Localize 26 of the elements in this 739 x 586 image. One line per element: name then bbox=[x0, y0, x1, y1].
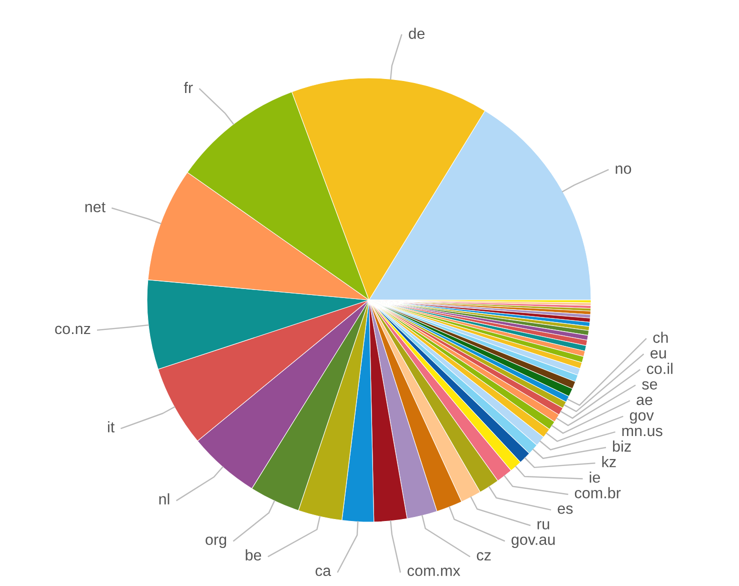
slice-label: org bbox=[206, 536, 226, 548]
slice-label: eu bbox=[650, 350, 666, 358]
slice-label: mn.us bbox=[622, 428, 662, 436]
slice-label: no bbox=[616, 166, 632, 174]
slice-label: ru bbox=[538, 521, 550, 530]
slice-label: it bbox=[108, 421, 115, 432]
slice-label: biz bbox=[613, 440, 631, 452]
slice-label: ie bbox=[590, 472, 600, 483]
slice-label: es bbox=[558, 506, 573, 514]
slice-label: kz bbox=[602, 456, 616, 468]
slice-label: ca bbox=[316, 568, 332, 576]
slice-label: se bbox=[642, 381, 658, 390]
slice-label: be bbox=[246, 549, 262, 561]
slice-label: gov bbox=[630, 412, 654, 424]
slice-label: de bbox=[408, 28, 425, 39]
slice-label: ch bbox=[653, 332, 668, 343]
slice-label: ae bbox=[636, 396, 652, 406]
slice-label: cz bbox=[476, 552, 491, 561]
slice-label: net bbox=[85, 202, 106, 212]
slice-label: nl bbox=[159, 493, 170, 504]
slice-label: co.il bbox=[646, 362, 672, 374]
slice-label: fr bbox=[184, 82, 193, 93]
slice-label: co.nz bbox=[55, 326, 90, 334]
slice-label: com.mx bbox=[408, 568, 460, 576]
slice-label: gov.au bbox=[512, 536, 555, 548]
slice-label: com.br bbox=[574, 487, 621, 498]
